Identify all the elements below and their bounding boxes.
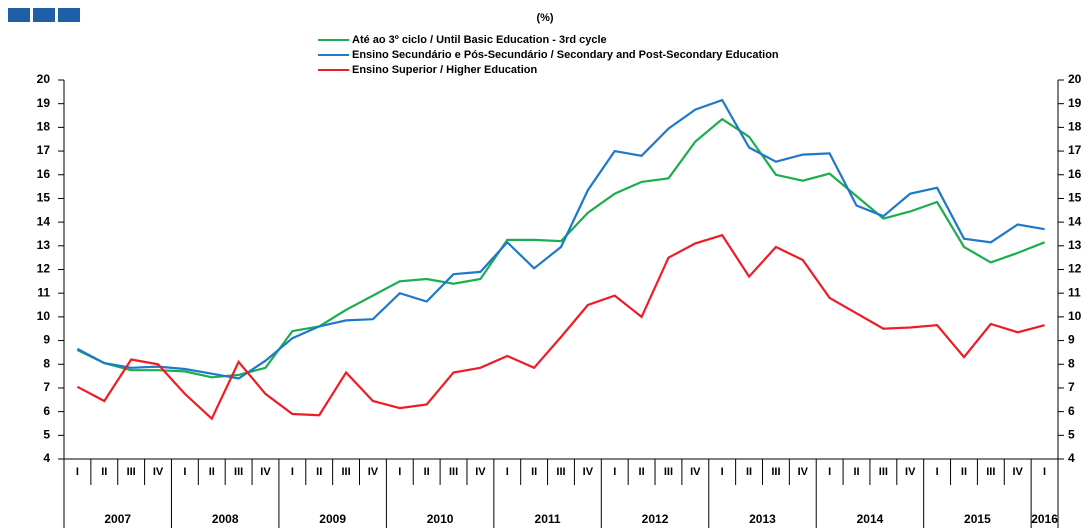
- x-tick-label: IV: [153, 466, 164, 478]
- x-tick-label: IV: [368, 466, 379, 478]
- y2-tick-label: 15: [1068, 191, 1082, 205]
- x-tick-label: I: [76, 466, 79, 478]
- x-tick-label: III: [341, 466, 350, 478]
- y2-tick-label: 4: [1068, 451, 1075, 465]
- y2-tick-label: 18: [1068, 120, 1082, 134]
- year-label: 2007: [104, 512, 131, 526]
- x-tick-label: I: [936, 466, 939, 478]
- legend-label: Ensino Secundário e Pós-Secundário / Sec…: [352, 49, 779, 61]
- x-tick-label: IV: [690, 466, 701, 478]
- year-label: 2012: [642, 512, 669, 526]
- y-tick-label: 18: [37, 120, 51, 134]
- x-tick-label: II: [639, 466, 645, 478]
- x-tick-label: IV: [475, 466, 486, 478]
- x-tick-label: I: [721, 466, 724, 478]
- year-label: 2008: [212, 512, 239, 526]
- y-tick-label: 8: [43, 356, 50, 370]
- y-tick-label: 9: [43, 333, 50, 347]
- series-line: [76, 233, 1045, 421]
- y-tick-label: 13: [37, 238, 51, 252]
- x-tick-label: II: [424, 466, 430, 478]
- x-tick-label: III: [449, 466, 458, 478]
- x-tick-label: IV: [260, 466, 271, 478]
- y-tick-label: 4: [43, 451, 50, 465]
- x-tick-label: IV: [798, 466, 809, 478]
- x-tick-label: I: [828, 466, 831, 478]
- y-tick-label: 15: [37, 191, 51, 205]
- y2-tick-label: 19: [1068, 96, 1082, 110]
- y2-tick-label: 13: [1068, 238, 1082, 252]
- x-tick-label: II: [101, 466, 107, 478]
- x-tick-label: III: [664, 466, 673, 478]
- x-tick-label: III: [879, 466, 888, 478]
- y2-tick-label: 16: [1068, 167, 1082, 181]
- y-tick-label: 20: [37, 72, 51, 86]
- year-label: 2016: [1031, 512, 1058, 526]
- year-label: 2014: [857, 512, 884, 526]
- x-tick-label: III: [771, 466, 780, 478]
- x-tick-label: I: [506, 466, 509, 478]
- x-tick-label: II: [746, 466, 752, 478]
- y-tick-label: 6: [43, 404, 50, 418]
- x-tick-label: I: [1043, 466, 1046, 478]
- y-tick-label: 19: [37, 96, 51, 110]
- series-line: [76, 117, 1046, 379]
- x-tick-label: II: [961, 466, 967, 478]
- y-tick-label: 11: [37, 285, 50, 299]
- y-tick-label: 10: [37, 309, 51, 323]
- y-tick-label: 14: [37, 214, 51, 228]
- y-tick-label: 5: [43, 427, 50, 441]
- x-tick-label: IV: [905, 466, 916, 478]
- year-label: 2015: [964, 512, 991, 526]
- x-tick-label: III: [127, 466, 136, 478]
- x-tick-label: I: [291, 466, 294, 478]
- logo-square: [58, 8, 80, 22]
- x-tick-label: IV: [583, 466, 594, 478]
- y2-tick-label: 12: [1068, 262, 1082, 276]
- logo-square: [33, 8, 55, 22]
- x-tick-label: I: [398, 466, 401, 478]
- y2-tick-label: 6: [1068, 404, 1075, 418]
- y-tick-label: 17: [37, 143, 51, 157]
- y-tick-label: 16: [37, 167, 51, 181]
- y2-tick-label: 17: [1068, 143, 1082, 157]
- y2-tick-label: 9: [1068, 333, 1075, 347]
- logo-square: [8, 8, 30, 22]
- y2-tick-label: 7: [1068, 380, 1075, 394]
- year-label: 2010: [427, 512, 454, 526]
- y-tick-label: 7: [43, 380, 50, 394]
- y2-tick-label: 20: [1068, 72, 1082, 86]
- year-label: 2013: [749, 512, 776, 526]
- x-tick-label: II: [531, 466, 537, 478]
- x-tick-label: I: [613, 466, 616, 478]
- x-tick-label: II: [853, 466, 859, 478]
- y2-tick-label: 8: [1068, 356, 1075, 370]
- series-line: [76, 98, 1045, 380]
- y2-tick-label: 5: [1068, 427, 1075, 441]
- x-tick-label: III: [986, 466, 995, 478]
- chart-subtitle: (%): [536, 12, 553, 24]
- y-tick-label: 12: [37, 262, 51, 276]
- year-label: 2009: [319, 512, 346, 526]
- y2-tick-label: 10: [1068, 309, 1082, 323]
- x-tick-label: IV: [1012, 466, 1023, 478]
- legend-label: Ensino Superior / Higher Education: [352, 64, 537, 76]
- y2-tick-label: 11: [1068, 285, 1081, 299]
- x-tick-label: II: [316, 466, 322, 478]
- y2-tick-label: 14: [1068, 214, 1082, 228]
- x-tick-label: III: [556, 466, 565, 478]
- x-tick-label: I: [183, 466, 186, 478]
- x-tick-label: II: [209, 466, 215, 478]
- legend-label: Até ao 3º ciclo / Until Basic Education …: [352, 34, 607, 46]
- x-tick-label: III: [234, 466, 243, 478]
- year-label: 2011: [535, 512, 561, 526]
